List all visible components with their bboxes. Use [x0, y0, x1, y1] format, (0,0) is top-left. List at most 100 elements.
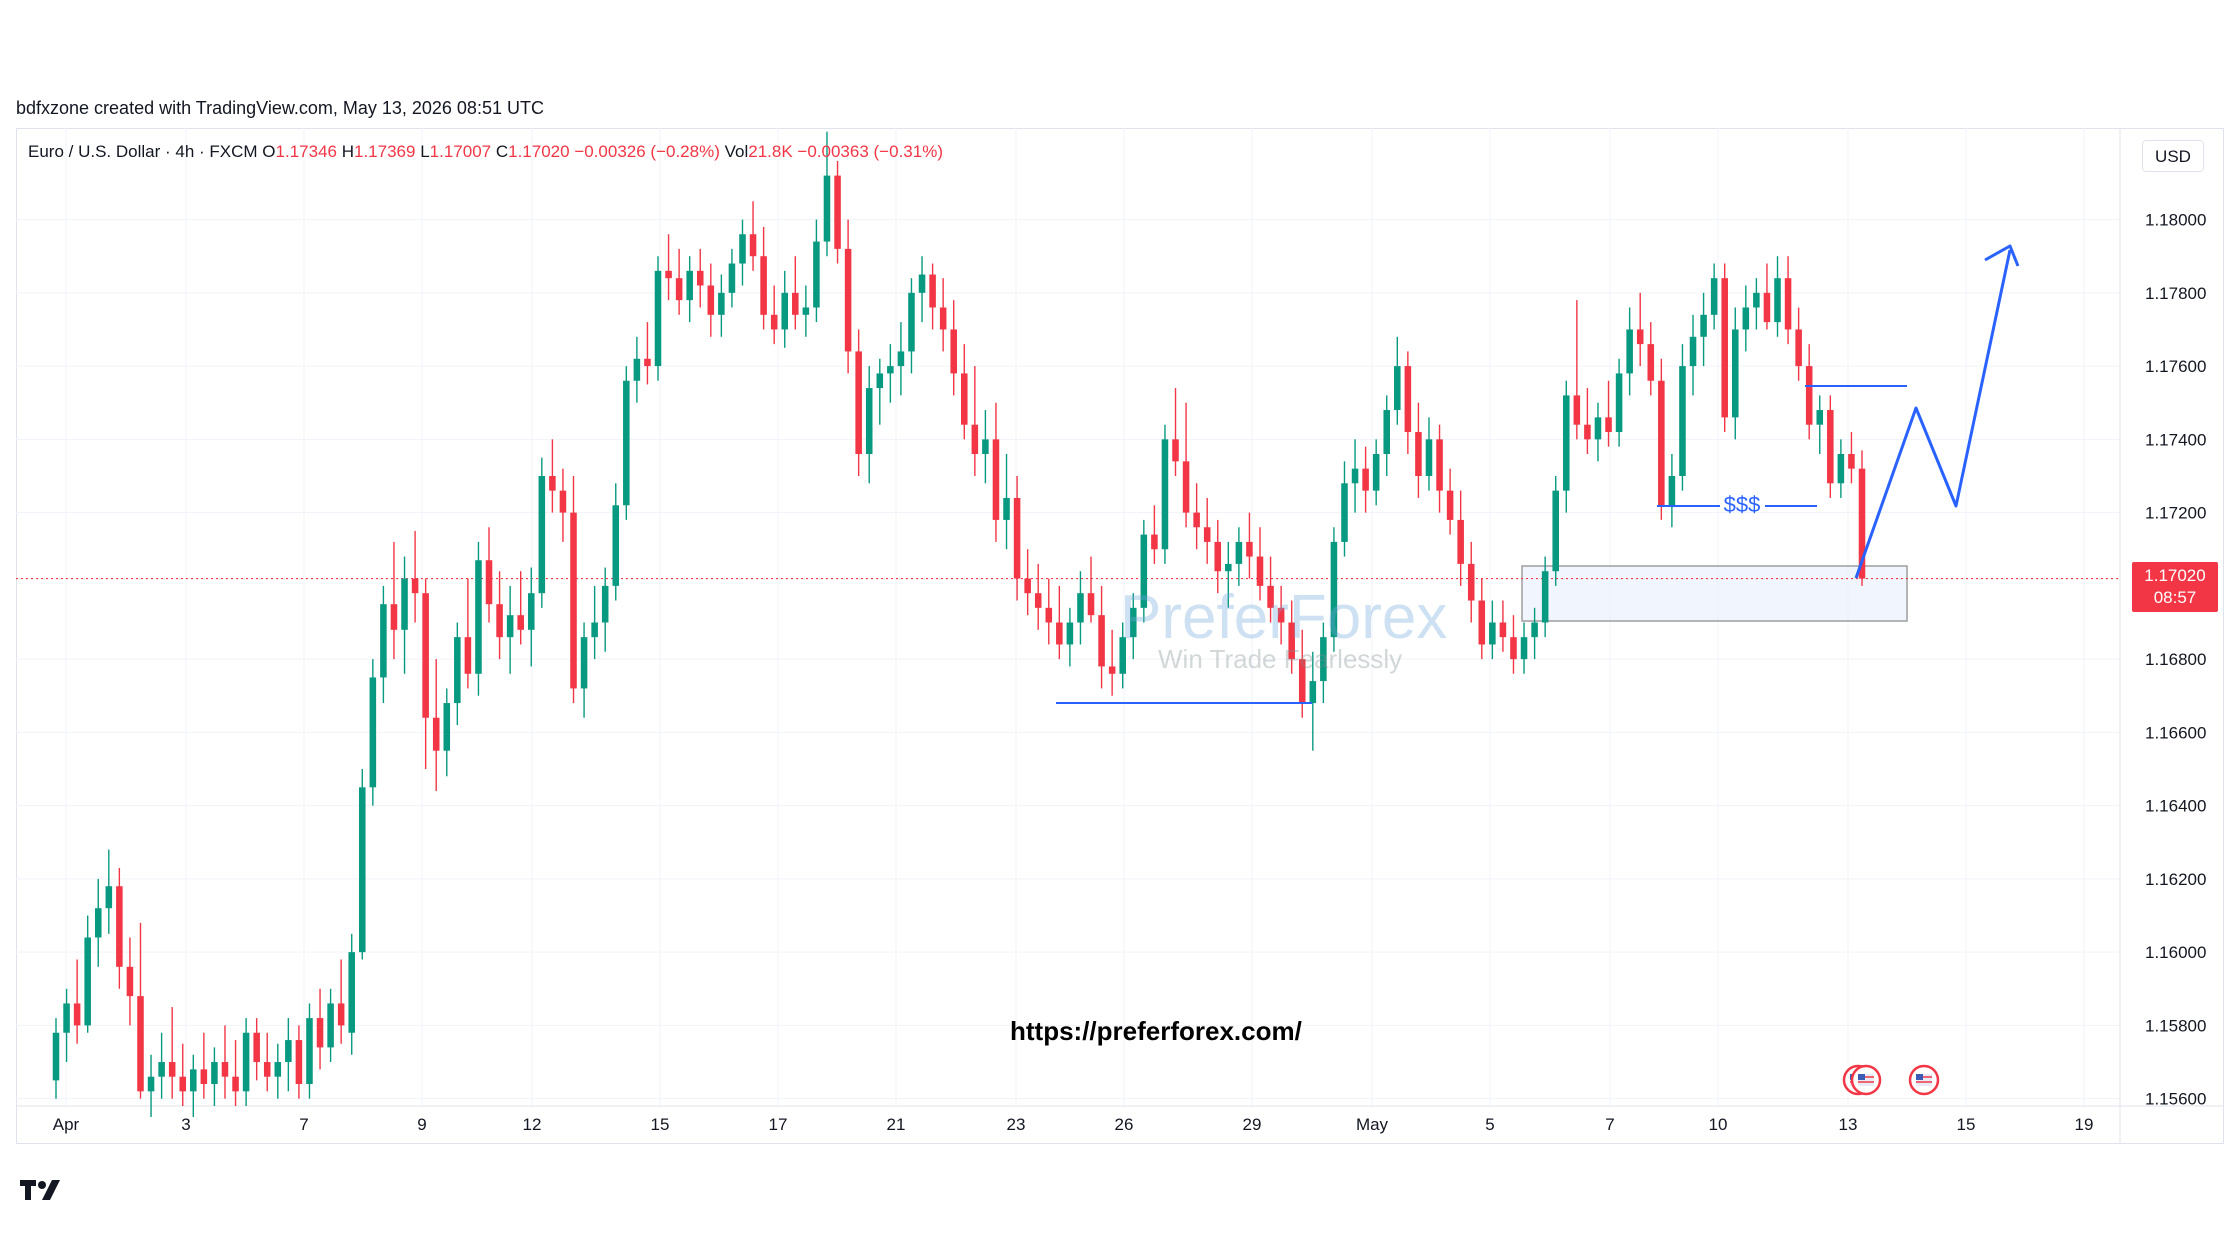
time-tick-label: 21: [887, 1115, 906, 1134]
candle-body: [485, 560, 493, 605]
candle: [1404, 351, 1412, 454]
candle-body: [1182, 461, 1190, 513]
candle: [992, 402, 1000, 542]
candle-body: [1520, 637, 1528, 660]
candle: [285, 1018, 292, 1092]
time-tick-label: 7: [1605, 1115, 1614, 1134]
candle: [179, 1043, 187, 1106]
candle: [760, 226, 767, 330]
candle-body: [432, 717, 440, 751]
candle-body: [52, 1032, 60, 1081]
candle: [1848, 432, 1855, 484]
candle-body: [1467, 563, 1475, 601]
candle-body: [1140, 534, 1148, 608]
candle: [1531, 607, 1538, 660]
candle: [1415, 402, 1422, 498]
candle: [1351, 439, 1359, 513]
candle: [918, 256, 926, 323]
candle: [1636, 292, 1644, 367]
candle-body: [380, 604, 387, 678]
candle-body: [1679, 366, 1686, 476]
candle-body: [454, 637, 461, 704]
candle: [464, 578, 472, 689]
currency-selector[interactable]: USD: [2142, 140, 2204, 172]
candle: [390, 541, 398, 660]
time-tick-label: 13: [1839, 1115, 1858, 1134]
website-url[interactable]: https://preferforex.com/: [1010, 1016, 1302, 1046]
candle-body: [1246, 541, 1253, 557]
candle-body: [306, 1018, 313, 1085]
candle: [337, 959, 345, 1044]
candle: [1446, 468, 1454, 535]
candle: [1679, 344, 1686, 491]
candle-body: [105, 886, 113, 909]
tradingview-logo-icon[interactable]: [18, 1178, 66, 1202]
candle: [792, 256, 799, 330]
event-flag-canton: [1916, 1074, 1923, 1080]
candle-body: [570, 512, 577, 689]
candle: [422, 578, 429, 770]
candle-body: [517, 615, 524, 630]
candle-body: [327, 1003, 334, 1048]
legend-high-label: H: [341, 142, 354, 161]
candle-body: [1552, 490, 1559, 572]
price-tick-label: 1.16600: [2145, 723, 2206, 742]
candle-body: [1024, 578, 1031, 594]
candle-body: [263, 1062, 271, 1077]
candle: [559, 468, 567, 542]
candle-body: [1087, 593, 1095, 616]
candle-body: [1805, 366, 1813, 425]
candle: [63, 988, 70, 1063]
price-tick-label: 1.16400: [2145, 797, 2206, 816]
candle: [865, 366, 873, 484]
candle: [834, 160, 841, 264]
candle-body: [337, 1003, 345, 1026]
candle-body: [1594, 417, 1602, 440]
candle-body: [707, 285, 715, 315]
price-tick-label: 1.17200: [2145, 504, 2206, 523]
candle-body: [1034, 593, 1042, 608]
candle-body: [274, 1062, 282, 1077]
candle: [1795, 307, 1802, 381]
candle-body: [1647, 344, 1655, 381]
candle-body: [116, 886, 123, 967]
candle: [665, 234, 672, 301]
candle-body: [1457, 519, 1464, 564]
candle: [654, 256, 662, 381]
candle: [348, 933, 355, 1055]
candle: [1320, 622, 1327, 704]
candle-body: [1763, 292, 1771, 323]
candle-body: [823, 175, 831, 242]
candle: [802, 285, 810, 337]
candle-body: [527, 593, 535, 630]
candle-body: [232, 1076, 239, 1092]
candle: [855, 329, 862, 476]
candle: [1520, 622, 1528, 674]
candle-body: [1563, 395, 1570, 491]
candle-body: [506, 615, 514, 638]
candle: [147, 1054, 155, 1117]
candle-body: [411, 578, 419, 594]
candle: [1045, 578, 1053, 645]
candle-body: [633, 358, 641, 381]
candle: [770, 285, 778, 345]
candle-body: [1436, 439, 1443, 491]
candle: [982, 410, 989, 484]
candle: [1499, 600, 1507, 652]
candle: [813, 219, 820, 323]
candle-body: [443, 703, 451, 751]
candle-body: [137, 996, 144, 1092]
price-tick-label: 1.16200: [2145, 870, 2206, 889]
candle: [1478, 578, 1486, 660]
candle: [1510, 615, 1517, 674]
candle: [475, 541, 482, 696]
candle-body: [538, 475, 546, 594]
legend-change: −0.00326 (−0.28%): [574, 142, 720, 161]
candle-body: [908, 292, 915, 352]
candle-body: [285, 1040, 292, 1063]
candle-body: [992, 439, 1000, 520]
candle-body: [1425, 439, 1433, 476]
candle-body: [1415, 432, 1422, 476]
candle: [1098, 585, 1105, 689]
